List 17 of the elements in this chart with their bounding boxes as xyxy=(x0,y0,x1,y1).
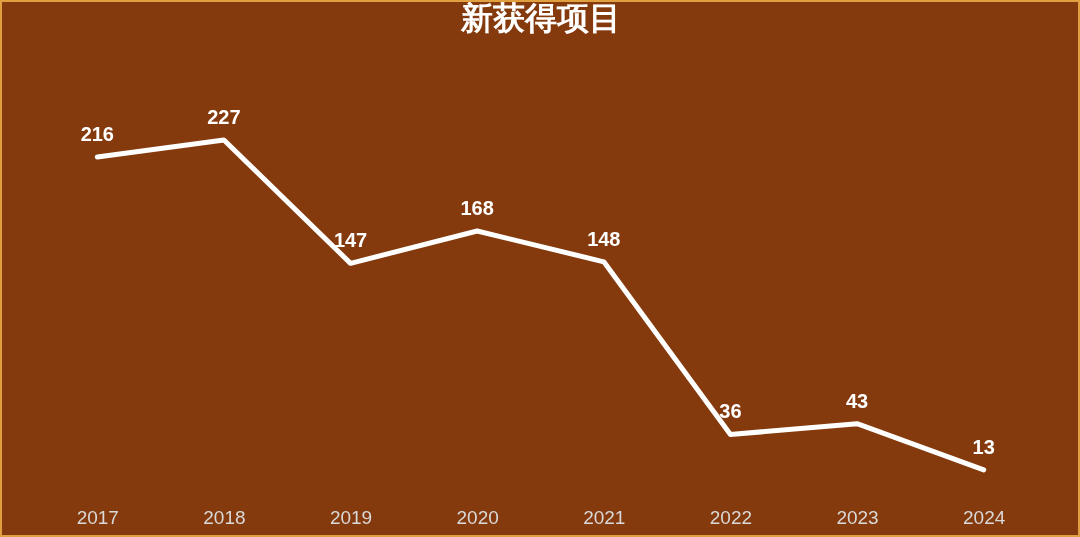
x-tick-label: 2024 xyxy=(963,506,1006,528)
data-label: 13 xyxy=(972,435,995,458)
data-label: 43 xyxy=(845,389,869,412)
x-tick-label: 2020 xyxy=(456,506,499,528)
x-tick-label: 2018 xyxy=(203,506,246,528)
x-tick-label: 2022 xyxy=(709,506,753,528)
x-tick-label: 2019 xyxy=(329,506,373,528)
x-tick-label: 2017 xyxy=(76,506,119,528)
data-label: 168 xyxy=(460,196,494,219)
x-tick-label: 2023 xyxy=(836,506,879,528)
data-label: 148 xyxy=(587,227,621,250)
x-tick-label: 2021 xyxy=(583,506,626,528)
data-label: 36 xyxy=(719,400,742,423)
chart-title: 新获得项目 xyxy=(459,0,621,37)
data-label: 216 xyxy=(80,122,114,145)
data-label: 147 xyxy=(333,229,368,252)
data-label: 227 xyxy=(207,106,241,128)
